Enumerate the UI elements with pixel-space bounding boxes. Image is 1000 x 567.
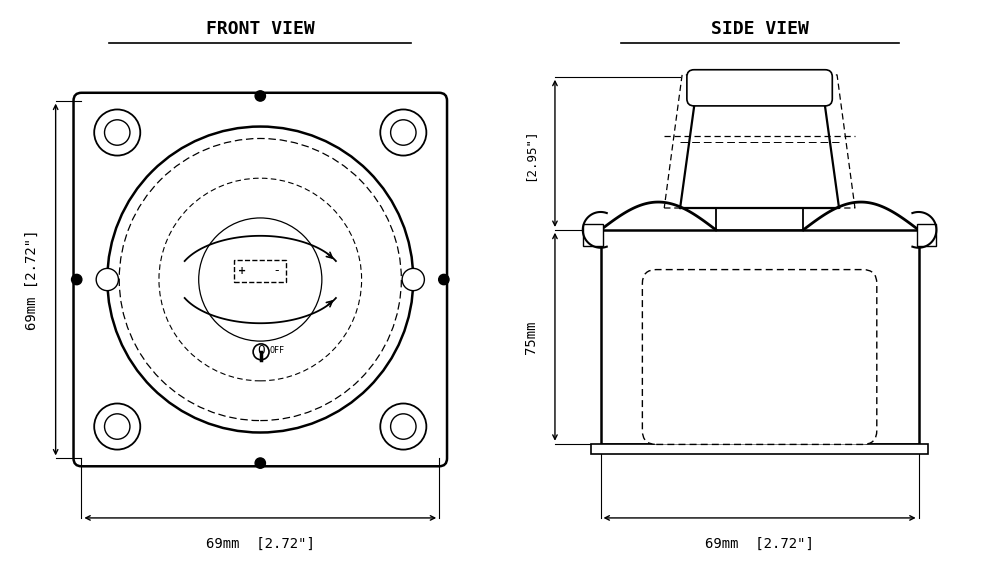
Circle shape bbox=[94, 404, 140, 450]
FancyBboxPatch shape bbox=[642, 269, 877, 445]
Circle shape bbox=[255, 458, 265, 468]
Bar bbox=[601, 230, 919, 445]
Circle shape bbox=[253, 344, 269, 360]
Text: FRONT VIEW: FRONT VIEW bbox=[206, 20, 315, 38]
Text: OFF: OFF bbox=[269, 346, 284, 355]
Text: 69mm [2.72"]: 69mm [2.72"] bbox=[25, 229, 39, 330]
FancyBboxPatch shape bbox=[74, 93, 447, 466]
Text: -: - bbox=[274, 264, 278, 277]
Text: SIDE VIEW: SIDE VIEW bbox=[711, 20, 809, 38]
Circle shape bbox=[72, 274, 82, 285]
Bar bbox=[591, 443, 928, 454]
Circle shape bbox=[380, 404, 426, 450]
Circle shape bbox=[391, 120, 416, 145]
Text: +: + bbox=[238, 266, 246, 276]
Circle shape bbox=[107, 126, 413, 433]
Bar bbox=[917, 224, 936, 246]
Circle shape bbox=[255, 91, 265, 101]
Circle shape bbox=[402, 268, 424, 291]
Text: 69mm  [2.72"]: 69mm [2.72"] bbox=[206, 537, 315, 551]
Circle shape bbox=[105, 120, 130, 145]
Circle shape bbox=[391, 414, 416, 439]
Circle shape bbox=[94, 109, 140, 155]
Bar bbox=[583, 224, 603, 246]
Text: 69mm  [2.72"]: 69mm [2.72"] bbox=[705, 537, 814, 551]
Text: [2.95"]: [2.95"] bbox=[523, 128, 536, 181]
Bar bbox=[716, 208, 803, 230]
Circle shape bbox=[380, 109, 426, 155]
Circle shape bbox=[439, 274, 449, 285]
Text: 75mm: 75mm bbox=[524, 320, 538, 354]
Bar bbox=[234, 260, 286, 281]
Circle shape bbox=[96, 268, 118, 291]
Text: O: O bbox=[257, 344, 265, 357]
FancyBboxPatch shape bbox=[687, 70, 832, 106]
Circle shape bbox=[105, 414, 130, 439]
